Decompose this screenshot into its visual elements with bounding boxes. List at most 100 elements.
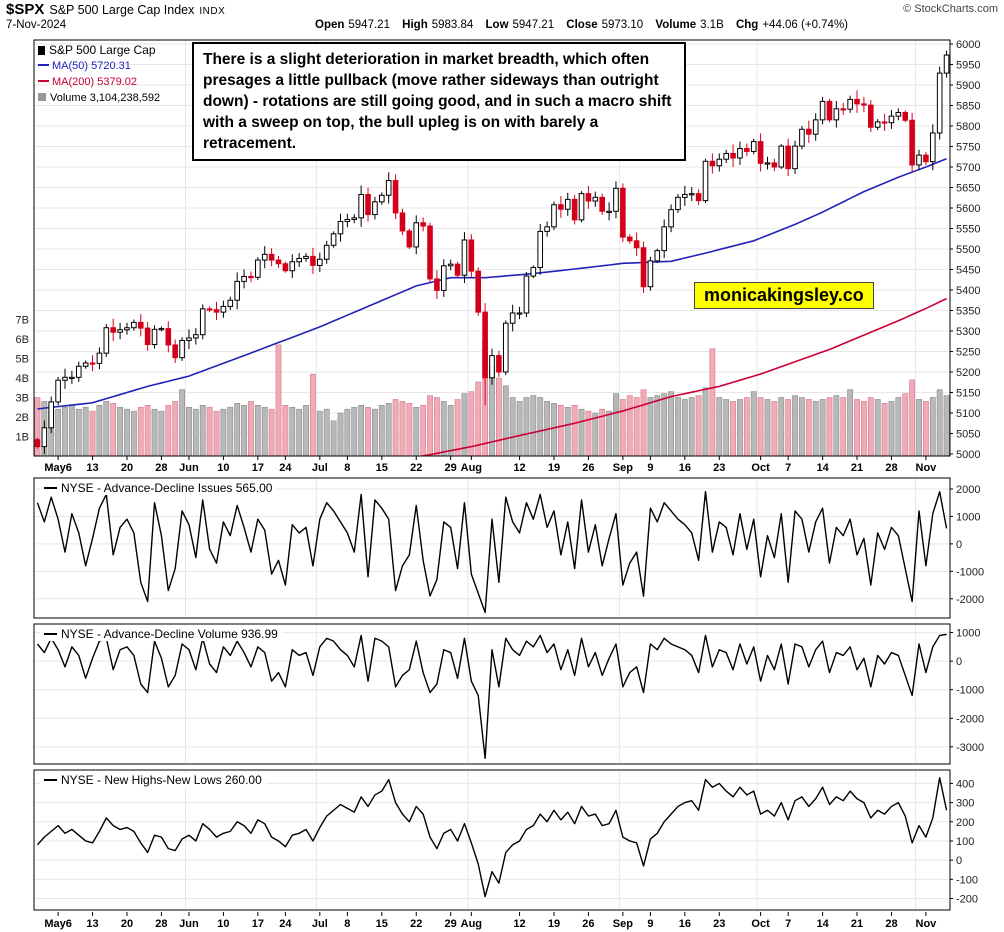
svg-text:Aug: Aug — [461, 462, 482, 474]
svg-text:Aug: Aug — [461, 918, 482, 930]
svg-text:19: 19 — [548, 918, 560, 930]
svg-text:Oct: Oct — [751, 462, 770, 474]
svg-text:26: 26 — [582, 918, 594, 930]
panel3-title: NYSE - New Highs-New Lows 260.00 — [40, 773, 266, 787]
svg-text:16: 16 — [679, 462, 691, 474]
svg-text:5550: 5550 — [956, 224, 980, 236]
svg-text:400: 400 — [956, 778, 974, 790]
high-label: High — [402, 19, 428, 31]
svg-text:23: 23 — [713, 462, 725, 474]
ma50-legend-label: MA(50) 5720.31 — [52, 60, 131, 72]
svg-text:4B: 4B — [16, 373, 29, 385]
svg-text:0: 0 — [956, 855, 962, 867]
change-label: Chg — [735, 19, 759, 31]
svg-text:17: 17 — [252, 918, 264, 930]
svg-text:20: 20 — [121, 918, 133, 930]
volume-legend-label: Volume 3,104,238,592 — [50, 92, 161, 104]
svg-text:21: 21 — [851, 462, 863, 474]
low-label: Low — [485, 19, 509, 31]
svg-text:Sep: Sep — [613, 918, 633, 930]
svg-text:-200: -200 — [956, 893, 978, 905]
svg-text:7: 7 — [785, 462, 791, 474]
svg-text:14: 14 — [816, 918, 829, 930]
svg-text:5200: 5200 — [956, 367, 980, 379]
svg-text:14: 14 — [816, 462, 829, 474]
svg-text:29: 29 — [445, 462, 457, 474]
main-price-chart-canvas: .ylab{font-size:11px;fill:#222}.xlab{fon… — [16, 39, 981, 474]
svg-text:Jul: Jul — [312, 462, 328, 474]
bottom-date-axis: .xlab{font-size:11px;font-weight:bold;fi… — [44, 912, 938, 930]
svg-text:5150: 5150 — [956, 388, 980, 400]
svg-text:Jun: Jun — [179, 918, 199, 930]
svg-text:3B: 3B — [16, 393, 29, 405]
svg-text:10: 10 — [217, 918, 229, 930]
svg-text:100: 100 — [956, 836, 974, 848]
svg-text:7: 7 — [785, 918, 791, 930]
svg-text:5700: 5700 — [956, 162, 980, 174]
svg-text:28: 28 — [155, 918, 167, 930]
new-highs-new-lows-panel-canvas: .ylab{font-size:11px;fill:#222}400300200… — [33, 769, 978, 911]
svg-text:17: 17 — [252, 462, 264, 474]
svg-text:-2000: -2000 — [956, 713, 984, 725]
svg-text:-1000: -1000 — [956, 566, 984, 578]
exchange-tag: INDX — [199, 6, 226, 17]
change-value: +44.06 (+0.74%) — [762, 19, 848, 31]
svg-text:5800: 5800 — [956, 121, 980, 133]
svg-text:23: 23 — [713, 918, 725, 930]
svg-text:26: 26 — [582, 462, 594, 474]
svg-text:12: 12 — [513, 462, 525, 474]
volume-label: Volume — [655, 19, 697, 31]
panel2-title-label: NYSE - Advance-Decline Volume 936.99 — [61, 627, 278, 641]
svg-text:5100: 5100 — [956, 408, 980, 420]
header-quote-row: 7-Nov-2024 Open 5947.21 High 5983.84 Low 59… — [6, 19, 998, 35]
svg-text:Nov: Nov — [916, 918, 938, 930]
svg-text:9: 9 — [647, 918, 653, 930]
panel1-title: NYSE - Advance-Decline Issues 565.00 — [40, 481, 277, 495]
svg-text:19: 19 — [548, 462, 560, 474]
svg-text:5050: 5050 — [956, 429, 980, 441]
svg-text:1000: 1000 — [956, 628, 980, 640]
header-title-row: $SPX S&P 500 Large Cap Index INDX © StockC… — [6, 1, 998, 19]
svg-text:15: 15 — [376, 462, 388, 474]
svg-text:28: 28 — [885, 918, 897, 930]
svg-text:200: 200 — [956, 817, 974, 829]
svg-text:13: 13 — [86, 462, 98, 474]
main-chart-legend: S&P 500 Large Cap MA(50) 5720.31 MA(200)… — [38, 42, 160, 106]
panel2-title: NYSE - Advance-Decline Volume 936.99 — [40, 627, 282, 641]
svg-text:Jul: Jul — [312, 918, 328, 930]
svg-text:May6: May6 — [44, 462, 72, 474]
svg-text:0: 0 — [956, 656, 962, 668]
svg-text:5950: 5950 — [956, 60, 980, 72]
svg-text:5000: 5000 — [956, 449, 980, 461]
svg-text:2B: 2B — [16, 412, 29, 424]
svg-text:-2000: -2000 — [956, 594, 984, 606]
open-label: Open — [315, 19, 345, 31]
svg-text:8: 8 — [344, 462, 350, 474]
watermark-label: monicakingsley.co — [694, 282, 874, 309]
ma200-legend-item: MA(200) 5379.02 — [38, 74, 160, 90]
close-label: Close — [566, 19, 598, 31]
svg-text:24: 24 — [279, 462, 292, 474]
svg-text:6B: 6B — [16, 334, 29, 346]
svg-text:22: 22 — [410, 462, 422, 474]
svg-text:-1000: -1000 — [956, 685, 984, 697]
svg-text:0: 0 — [956, 539, 962, 551]
ma50-line-icon — [38, 64, 49, 66]
line-sample-icon — [44, 779, 57, 781]
advance-decline-volume-panel-canvas: .ylab{font-size:11px;fill:#222}10000-100… — [33, 623, 984, 765]
svg-text:2000: 2000 — [956, 484, 980, 496]
volume-bars-icon — [38, 93, 46, 101]
svg-text:5B: 5B — [16, 354, 29, 366]
volume-value: 3.1B — [700, 19, 724, 31]
chart-date: 7-Nov-2024 — [6, 19, 67, 31]
series-legend-item: S&P 500 Large Cap — [38, 42, 160, 58]
svg-text:Oct: Oct — [751, 918, 770, 930]
svg-text:29: 29 — [445, 918, 457, 930]
svg-text:Sep: Sep — [613, 462, 633, 474]
line-sample-icon — [44, 633, 57, 635]
svg-text:5400: 5400 — [956, 285, 980, 297]
svg-text:-3000: -3000 — [956, 742, 984, 754]
low-value: 5947.21 — [512, 19, 555, 31]
svg-text:5500: 5500 — [956, 244, 980, 256]
